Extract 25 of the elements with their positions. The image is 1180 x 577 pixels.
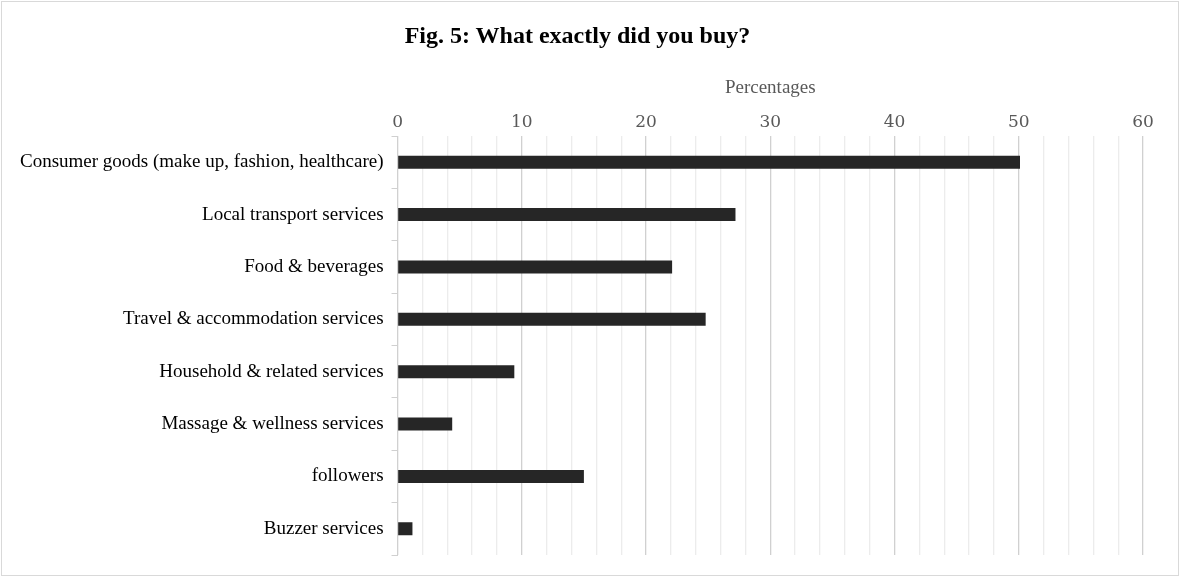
bar bbox=[398, 260, 673, 274]
y-tick-label: Massage & wellness services bbox=[161, 412, 384, 434]
x-tick-label: 20 bbox=[635, 111, 657, 132]
y-tick-label: Local transport services bbox=[202, 202, 384, 224]
x-tick-label: 0 bbox=[392, 111, 403, 132]
chart-title: Fig. 5: What exactly did you buy? bbox=[404, 21, 751, 48]
x-tick-label: 40 bbox=[883, 111, 906, 132]
y-tick-label: Travel & accommodation services bbox=[123, 307, 384, 329]
y-tick-label: followers bbox=[311, 464, 384, 486]
bar bbox=[398, 312, 706, 326]
x-tick-label: 10 bbox=[510, 111, 533, 132]
bar bbox=[398, 208, 736, 222]
y-tick-label: Household & related services bbox=[159, 359, 384, 381]
bar bbox=[398, 522, 413, 536]
bar bbox=[398, 365, 515, 379]
y-tick-label: Food & beverages bbox=[244, 254, 384, 276]
y-tick-label: Consumer goods (make up, fashion, healthcare) bbox=[19, 150, 384, 173]
y-tick-label: Buzzer services bbox=[263, 516, 384, 538]
x-tick-label: 60 bbox=[1132, 111, 1154, 132]
x-tick-label: 50 bbox=[1007, 111, 1030, 132]
bar bbox=[398, 469, 584, 483]
x-axis-title: Percentages bbox=[724, 76, 816, 98]
x-tick-label: 30 bbox=[759, 111, 782, 132]
bar bbox=[398, 155, 1020, 169]
bar bbox=[398, 417, 453, 431]
